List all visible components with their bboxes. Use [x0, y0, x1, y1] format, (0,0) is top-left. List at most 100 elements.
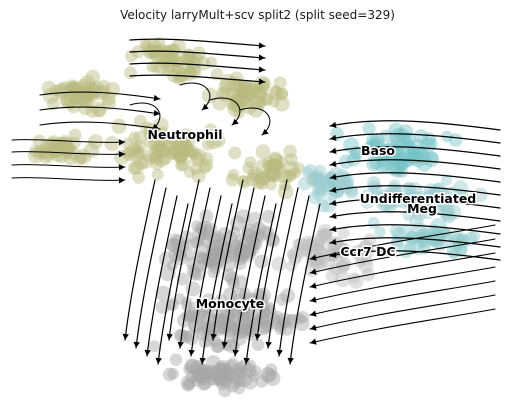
cell-point-neutrophil — [171, 140, 186, 155]
cell-point-baso — [376, 146, 391, 161]
cell-point-monocyte — [220, 369, 234, 382]
velocity-arrowhead — [254, 333, 261, 340]
velocity-streamline — [309, 238, 496, 274]
cell-point-meg — [451, 233, 466, 247]
cell-point-monocyte — [184, 330, 200, 346]
cell-point-monocyte — [233, 382, 246, 395]
cell-point-ccr7-dc — [310, 237, 325, 252]
cell-point-baso — [347, 152, 361, 167]
velocity-arrowhead — [310, 268, 317, 275]
cell-point-neutrophil — [265, 168, 280, 183]
cell-point-monocyte — [190, 309, 206, 325]
cell-point-monocyte — [258, 306, 272, 319]
velocity-arrowhead — [330, 173, 337, 180]
velocity-streamline — [135, 187, 167, 349]
cell-point-undifferentiated — [376, 196, 392, 212]
cell-point-neutrophil — [225, 87, 240, 101]
cell-point-neutrophil — [252, 175, 266, 190]
cell-point-undifferentiated — [312, 186, 327, 202]
cell-point-undifferentiated — [314, 184, 328, 198]
cell-point-neutrophil — [131, 143, 143, 155]
cell-point-neutrophil — [236, 83, 252, 99]
cell-point-monocyte — [222, 367, 236, 381]
cell-point-neutrophil — [179, 59, 194, 74]
velocity-arrowhead — [202, 103, 209, 110]
velocity-streamline — [329, 185, 501, 196]
cell-point-neutrophil — [273, 76, 287, 90]
velocity-streamline — [39, 106, 161, 115]
cell-point-monocyte — [185, 310, 199, 323]
cell-point-monocyte — [209, 334, 222, 348]
cell-point-neutrophil — [80, 85, 93, 98]
cell-point-neutrophil — [263, 160, 276, 172]
cell-point-undifferentiated — [379, 188, 393, 202]
cell-point-undifferentiated — [303, 163, 317, 177]
cell-point-neutrophil — [171, 39, 186, 54]
cell-point-neutrophil — [168, 43, 181, 56]
cell-point-monocyte — [167, 368, 179, 380]
cell-point-monocyte — [261, 209, 276, 224]
cell-point-baso — [369, 133, 385, 149]
cell-point-neutrophil — [148, 151, 161, 164]
cell-point-baso — [363, 141, 378, 156]
cell-point-undifferentiated — [419, 198, 432, 210]
cell-point-monocyte — [196, 252, 209, 265]
cell-point-neutrophil — [269, 158, 284, 173]
cell-point-neutrophil — [144, 136, 158, 149]
cell-point-neutrophil — [227, 169, 240, 181]
cell-point-neutrophil — [75, 87, 90, 102]
velocity-arrowhead — [243, 357, 250, 364]
cell-point-neutrophil — [148, 136, 164, 153]
cell-point-neutrophil — [281, 169, 296, 183]
cell-point-neutrophil — [150, 156, 164, 170]
cell-point-monocyte — [262, 301, 276, 315]
cell-point-undifferentiated — [310, 169, 324, 183]
velocity-streamline — [278, 195, 310, 357]
velocity-arrowhead — [232, 349, 239, 356]
cell-point-neutrophil — [168, 55, 182, 68]
cell-point-meg — [455, 244, 468, 257]
cell-point-neutrophil — [173, 151, 187, 165]
cell-point-monocyte — [206, 251, 221, 266]
cell-point-neutrophil — [174, 65, 186, 77]
cell-point-monocyte — [255, 374, 269, 388]
cell-point-monocyte — [215, 368, 230, 384]
cell-point-neutrophil — [254, 75, 271, 92]
velocity-streamline — [129, 38, 266, 47]
cell-point-baso — [388, 148, 403, 163]
cell-point-undifferentiated — [417, 195, 430, 208]
cell-point-neutrophil — [164, 147, 177, 160]
cell-point-neutrophil — [283, 144, 297, 158]
cell-point-monocyte — [197, 252, 214, 269]
velocity-streamline — [329, 146, 501, 157]
cell-point-monocyte — [213, 371, 228, 386]
cell-point-monocyte — [177, 240, 189, 253]
cell-point-neutrophil — [64, 82, 80, 97]
cell-point-baso — [339, 154, 354, 169]
cell-point-neutrophil — [154, 141, 166, 153]
cell-point-monocyte — [264, 363, 278, 376]
velocity-streamline — [289, 203, 321, 365]
cell-point-monocyte — [194, 371, 207, 384]
cell-point-monocyte — [222, 268, 236, 283]
cell-point-neutrophil — [184, 54, 201, 70]
cell-point-neutrophil — [40, 140, 54, 154]
cell-point-neutrophil — [85, 105, 99, 118]
cell-point-neutrophil — [162, 45, 177, 60]
cell-point-baso — [399, 131, 416, 148]
cell-point-monocyte — [201, 252, 217, 268]
cell-point-neutrophil — [161, 62, 175, 77]
cell-point-monocyte — [241, 362, 257, 378]
cell-point-undifferentiated — [339, 178, 354, 193]
cell-point-neutrophil — [245, 89, 258, 103]
cell-point-monocyte — [183, 249, 196, 261]
cell-point-neutrophil — [153, 138, 165, 151]
velocity-streamline — [329, 159, 501, 170]
cell-point-undifferentiated — [308, 171, 324, 188]
cell-point-neutrophil — [134, 114, 147, 128]
cell-point-monocyte — [230, 372, 243, 385]
cell-point-neutrophil — [122, 147, 137, 162]
cell-point-neutrophil — [185, 147, 197, 159]
cell-point-neutrophil — [97, 79, 111, 94]
cell-point-neutrophil — [146, 61, 158, 73]
